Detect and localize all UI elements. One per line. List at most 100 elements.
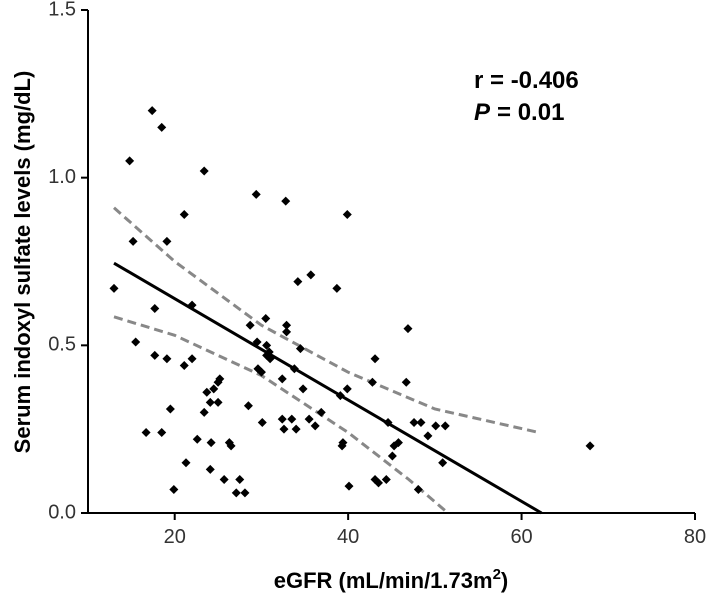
point xyxy=(192,434,202,444)
point xyxy=(205,397,215,407)
point xyxy=(252,337,262,347)
y-axis-label: Serum indoxyl sulfate levels (mg/dL) xyxy=(10,71,35,454)
point xyxy=(298,384,308,394)
point xyxy=(277,414,287,424)
point xyxy=(585,441,595,451)
point xyxy=(342,384,352,394)
point xyxy=(169,485,179,495)
x-tick-label: 80 xyxy=(684,526,706,548)
p-annotation: P = 0.01 xyxy=(474,99,564,126)
x-label-end: ) xyxy=(501,568,508,593)
point xyxy=(235,474,245,484)
point xyxy=(199,407,209,417)
point xyxy=(264,347,274,357)
point xyxy=(219,474,229,484)
x-label-sup: 2 xyxy=(493,566,501,583)
point xyxy=(401,377,411,387)
point xyxy=(157,122,167,132)
point xyxy=(187,300,197,310)
x-axis-label: eGFR (mL/min/1.73m2) xyxy=(274,566,509,593)
x-tick-label: 20 xyxy=(164,526,186,548)
point xyxy=(383,417,393,427)
point xyxy=(213,397,223,407)
point xyxy=(165,404,175,414)
point xyxy=(416,417,426,427)
point xyxy=(215,374,225,384)
point xyxy=(423,431,433,441)
point xyxy=(226,441,236,451)
point xyxy=(162,236,172,246)
confidence-band xyxy=(113,206,540,434)
point xyxy=(150,350,160,360)
point xyxy=(370,354,380,364)
point xyxy=(162,354,172,364)
point xyxy=(393,438,403,448)
point xyxy=(202,387,212,397)
point xyxy=(147,106,157,116)
y-tick-label: 0.5 xyxy=(48,334,76,356)
point xyxy=(335,391,345,401)
point xyxy=(209,384,219,394)
x-tick-label: 60 xyxy=(510,526,532,548)
point xyxy=(338,438,348,448)
point xyxy=(187,354,197,364)
point xyxy=(265,354,275,364)
point xyxy=(367,377,377,387)
point xyxy=(279,424,289,434)
point xyxy=(413,485,423,495)
point xyxy=(387,451,397,461)
y-tick-label: 1.5 xyxy=(48,0,76,20)
confidence-band xyxy=(113,315,449,515)
point xyxy=(281,196,291,206)
point xyxy=(287,414,297,424)
point xyxy=(245,320,255,330)
point xyxy=(205,464,215,474)
point xyxy=(277,374,287,384)
point xyxy=(131,337,141,347)
point xyxy=(306,270,316,280)
point xyxy=(256,367,266,377)
point xyxy=(310,421,320,431)
point xyxy=(293,277,303,287)
point xyxy=(206,438,216,448)
point xyxy=(240,488,250,498)
point xyxy=(342,210,352,220)
p-label: P xyxy=(474,99,491,126)
point xyxy=(344,481,354,491)
point xyxy=(128,236,138,246)
p-value: = 0.01 xyxy=(497,99,564,126)
point xyxy=(257,417,267,427)
point xyxy=(141,428,151,438)
y-tick-label: 1.0 xyxy=(48,166,76,188)
point xyxy=(251,189,261,199)
point xyxy=(440,421,450,431)
point xyxy=(438,458,448,468)
point xyxy=(150,303,160,313)
point xyxy=(181,458,191,468)
point xyxy=(381,474,391,484)
point xyxy=(316,407,326,417)
point xyxy=(282,320,292,330)
point xyxy=(403,324,413,334)
point xyxy=(261,314,271,324)
point xyxy=(332,283,342,293)
point xyxy=(179,210,189,220)
y-tick-label: 0.0 xyxy=(48,501,76,523)
point xyxy=(373,478,383,488)
x-label-main: eGFR (mL/min/1.73m xyxy=(274,568,493,593)
point xyxy=(157,428,167,438)
point xyxy=(125,156,135,166)
point xyxy=(262,340,272,350)
point xyxy=(289,364,299,374)
regression-line xyxy=(113,261,543,515)
point xyxy=(179,360,189,370)
x-tick-label: 40 xyxy=(337,526,359,548)
point xyxy=(109,283,119,293)
point xyxy=(409,417,419,427)
point xyxy=(291,424,301,434)
point xyxy=(295,344,305,354)
point xyxy=(243,401,253,411)
point xyxy=(231,488,241,498)
point xyxy=(304,414,314,424)
